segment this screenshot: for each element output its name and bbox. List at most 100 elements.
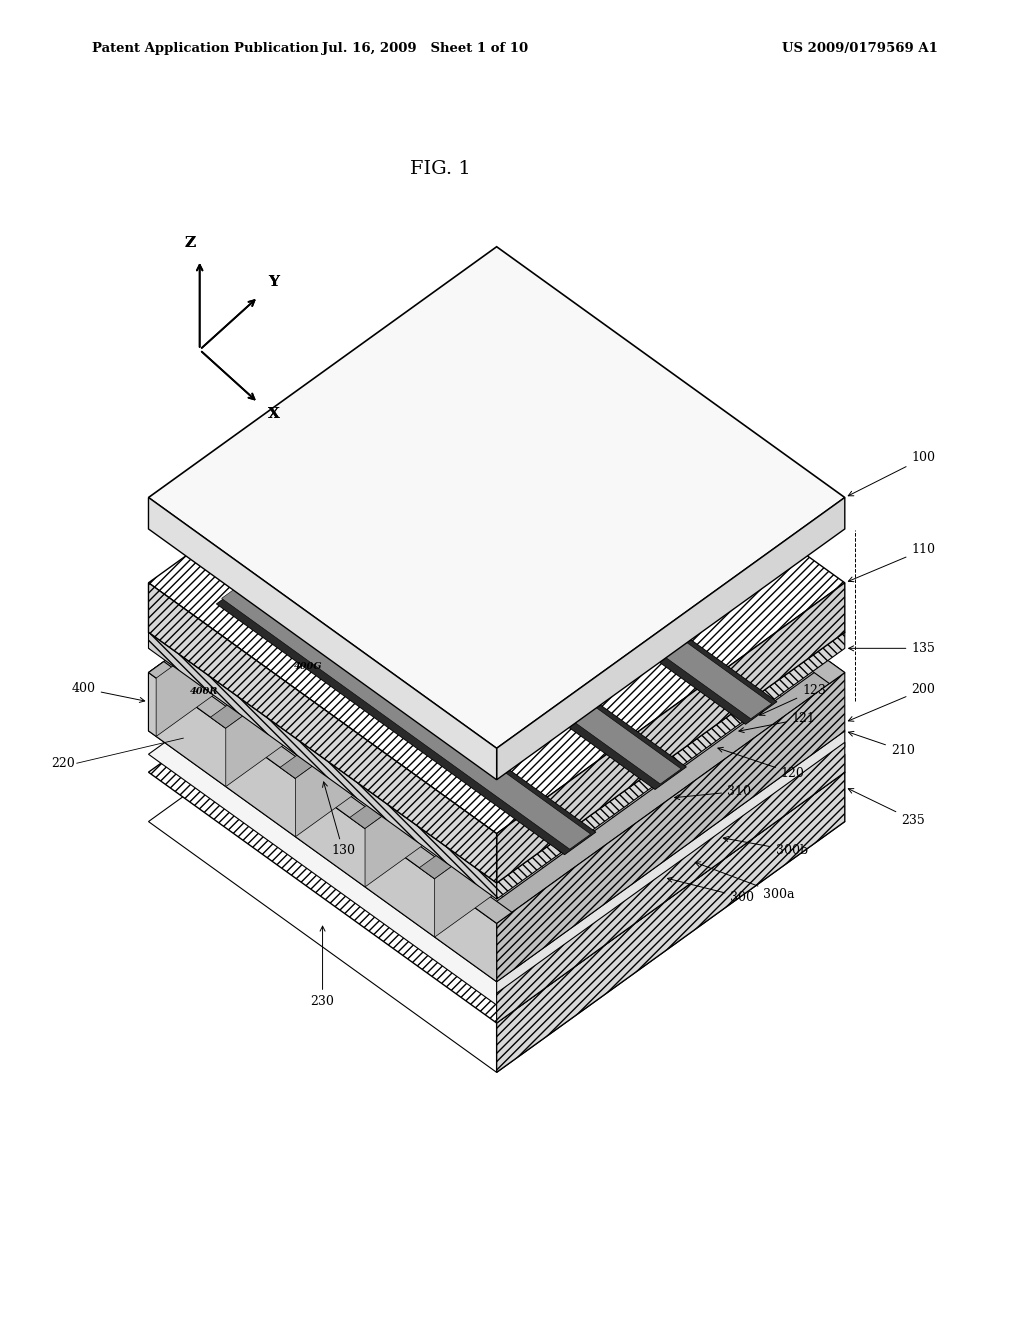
Text: Y: Y <box>268 276 280 289</box>
Polygon shape <box>295 528 643 837</box>
Polygon shape <box>281 578 629 887</box>
Polygon shape <box>211 616 573 879</box>
Polygon shape <box>434 628 782 937</box>
Polygon shape <box>512 540 621 618</box>
Polygon shape <box>148 521 845 1023</box>
Polygon shape <box>148 498 497 780</box>
Polygon shape <box>582 690 690 768</box>
Text: 220: 220 <box>51 756 75 770</box>
Text: Jul. 16, 2009   Sheet 1 of 10: Jul. 16, 2009 Sheet 1 of 10 <box>322 42 528 55</box>
Polygon shape <box>497 498 845 780</box>
Text: 120: 120 <box>718 747 805 780</box>
Polygon shape <box>388 623 427 709</box>
Polygon shape <box>458 573 497 659</box>
Polygon shape <box>225 478 573 787</box>
Polygon shape <box>527 824 566 909</box>
Polygon shape <box>211 466 573 729</box>
Text: 400R: 400R <box>190 688 218 696</box>
Polygon shape <box>481 422 845 684</box>
Polygon shape <box>156 428 504 737</box>
Polygon shape <box>497 731 845 998</box>
Polygon shape <box>420 466 782 729</box>
Text: Y: Y <box>268 276 280 289</box>
Polygon shape <box>497 772 845 1072</box>
Polygon shape <box>458 774 497 859</box>
Polygon shape <box>442 490 551 568</box>
Polygon shape <box>388 824 427 909</box>
Polygon shape <box>512 741 621 818</box>
Polygon shape <box>303 590 412 668</box>
Polygon shape <box>512 640 621 718</box>
Polygon shape <box>148 247 845 748</box>
Polygon shape <box>582 590 690 668</box>
Polygon shape <box>527 523 566 609</box>
Polygon shape <box>420 478 768 787</box>
Polygon shape <box>373 540 481 618</box>
Polygon shape <box>597 774 636 859</box>
Polygon shape <box>365 578 713 887</box>
Text: Z: Z <box>184 236 196 249</box>
Text: 100: 100 <box>848 451 935 496</box>
Text: 400G: 400G <box>594 677 623 686</box>
Text: 300b: 300b <box>723 837 808 857</box>
Polygon shape <box>721 690 829 768</box>
Text: 210: 210 <box>849 731 914 758</box>
Polygon shape <box>373 640 481 718</box>
Polygon shape <box>350 566 713 829</box>
Polygon shape <box>281 516 643 779</box>
Polygon shape <box>442 791 551 869</box>
Polygon shape <box>318 673 357 759</box>
Text: 135: 135 <box>849 642 935 655</box>
Polygon shape <box>489 428 838 737</box>
Text: FIG. 1: FIG. 1 <box>410 160 471 178</box>
Polygon shape <box>221 583 591 849</box>
Polygon shape <box>233 741 342 818</box>
Polygon shape <box>497 742 845 1023</box>
Polygon shape <box>176 727 524 985</box>
Polygon shape <box>667 623 706 709</box>
Polygon shape <box>148 661 512 924</box>
Polygon shape <box>246 677 594 935</box>
Polygon shape <box>318 573 357 659</box>
Polygon shape <box>527 623 566 709</box>
Polygon shape <box>458 673 497 759</box>
Polygon shape <box>388 523 427 609</box>
Polygon shape <box>736 673 775 759</box>
Text: 130: 130 <box>323 781 355 857</box>
Polygon shape <box>148 333 845 834</box>
Text: 400G: 400G <box>294 663 323 671</box>
Polygon shape <box>388 723 427 809</box>
Text: X: X <box>268 408 281 421</box>
Polygon shape <box>281 566 643 829</box>
Polygon shape <box>442 891 551 969</box>
Polygon shape <box>148 673 497 982</box>
Polygon shape <box>402 453 772 718</box>
Polygon shape <box>497 632 845 899</box>
Text: 300: 300 <box>668 878 755 904</box>
Polygon shape <box>179 673 218 759</box>
Polygon shape <box>233 640 342 718</box>
Polygon shape <box>455 527 803 784</box>
Polygon shape <box>481 661 845 924</box>
Polygon shape <box>148 422 512 684</box>
Text: Z: Z <box>184 236 196 249</box>
Polygon shape <box>597 673 636 759</box>
Polygon shape <box>307 516 686 789</box>
Polygon shape <box>442 590 551 668</box>
Polygon shape <box>303 791 412 869</box>
Polygon shape <box>597 573 636 659</box>
Polygon shape <box>651 640 760 718</box>
Polygon shape <box>249 623 288 709</box>
Polygon shape <box>667 723 706 809</box>
Polygon shape <box>512 841 621 919</box>
Polygon shape <box>303 690 412 768</box>
Polygon shape <box>373 841 481 919</box>
Text: 310: 310 <box>675 785 751 800</box>
Text: US 2009/0179569 A1: US 2009/0179569 A1 <box>782 42 938 55</box>
Polygon shape <box>315 627 664 884</box>
Polygon shape <box>651 741 760 818</box>
Polygon shape <box>373 741 481 818</box>
Text: 400R: 400R <box>489 672 518 681</box>
Polygon shape <box>420 616 782 879</box>
Polygon shape <box>148 480 845 982</box>
